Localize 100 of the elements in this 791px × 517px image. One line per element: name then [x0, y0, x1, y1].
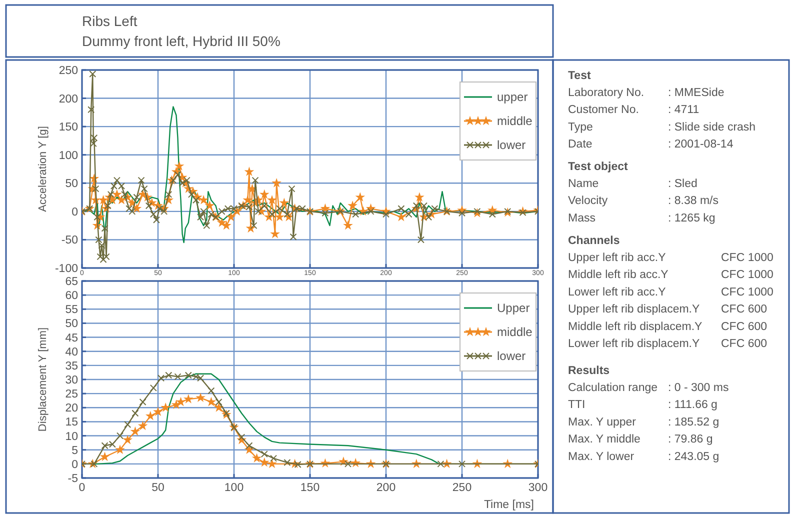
point	[132, 410, 139, 417]
text: : 243.05 g	[668, 450, 720, 463]
point	[284, 459, 291, 466]
chart-title: Ribs Left	[82, 13, 138, 29]
text: Mass	[568, 212, 596, 224]
y-tick-label: 25	[65, 388, 78, 401]
point	[145, 410, 156, 420]
y-tick-label: 65	[65, 276, 78, 288]
point	[208, 387, 215, 394]
point	[124, 421, 132, 428]
y-tick-label: -5	[68, 473, 78, 486]
point	[158, 374, 165, 382]
point	[130, 426, 140, 436]
text: Name	[568, 178, 599, 190]
point	[183, 394, 194, 404]
chart-subtitle: Dummy front left, Hybrid III 50%	[82, 33, 280, 49]
legend-label: lower	[497, 138, 526, 152]
y-tick-label: 35	[65, 360, 78, 372]
text: : MMESide	[668, 87, 724, 99]
text: Max. Y lower	[568, 450, 634, 463]
point	[206, 396, 216, 406]
x-tick-label: 300	[528, 482, 548, 494]
text: : 8.38 m/s	[668, 195, 719, 208]
text: : 2001-08-14	[668, 138, 734, 151]
point	[437, 460, 444, 468]
point	[267, 458, 277, 468]
y-tick-label: 100	[58, 150, 78, 162]
text: Velocity	[568, 195, 608, 208]
y-tick-label: 20	[65, 402, 78, 415]
text: : 0 - 300 ms	[668, 382, 729, 394]
text: CFC 600	[721, 304, 768, 316]
y-tick-label: 10	[65, 430, 78, 443]
legend-label: middle	[497, 325, 533, 340]
text: CFC 600	[721, 338, 768, 350]
y-axis-title: Displacement Y [mm]	[37, 327, 49, 432]
text: Lower left rib displacem.Y	[568, 338, 700, 350]
text: : 1265 kg	[668, 212, 716, 224]
text: CFC 1000	[721, 269, 774, 282]
point	[214, 402, 224, 412]
point	[90, 460, 98, 468]
y-tick-label: 45	[65, 332, 78, 344]
point	[260, 450, 268, 458]
point	[294, 460, 302, 468]
text: : Sled	[668, 178, 698, 190]
y-tick-label: 15	[65, 416, 78, 429]
point	[215, 398, 222, 406]
legend-label: middle	[497, 114, 533, 128]
y-tick-label: 0	[72, 206, 78, 218]
point	[458, 460, 466, 468]
point	[122, 434, 133, 444]
y-axis-title: Acceleration Y [g]	[37, 126, 49, 212]
text: Calculation range	[568, 382, 658, 394]
point	[115, 444, 125, 454]
y-tick-label: 200	[58, 93, 78, 106]
line-series	[82, 106, 538, 244]
y-tick-label: 50	[65, 318, 78, 330]
x-axis-title: Time [ms]	[484, 499, 534, 511]
point	[259, 457, 270, 467]
text: Test	[568, 70, 591, 82]
y-tick-label: 5	[72, 444, 78, 457]
text: Max. Y upper	[568, 416, 636, 428]
text: CFC 1000	[721, 252, 774, 264]
text: Test object	[568, 161, 628, 173]
point	[100, 452, 110, 462]
text: : 4711	[668, 104, 700, 116]
text: Max. Y middle	[568, 434, 640, 446]
y-tick-label: -100	[54, 263, 78, 276]
text: Type	[568, 121, 593, 134]
point	[116, 432, 124, 440]
x-tick-label: 250	[452, 482, 472, 494]
text: CFC 1000	[721, 286, 774, 298]
x-tick-label: 150	[300, 482, 320, 494]
x-tick-label: 200	[376, 482, 396, 494]
y-tick-label: 30	[65, 374, 78, 387]
y-tick-label: 40	[65, 346, 78, 358]
y-tick-label: 150	[58, 122, 78, 134]
point	[176, 396, 186, 406]
point	[174, 373, 182, 380]
point	[139, 398, 146, 406]
y-tick-label: 0	[72, 458, 78, 471]
point	[196, 392, 206, 402]
y-tick-label: 250	[58, 65, 78, 78]
legend-label: Upper	[497, 301, 530, 316]
y-tick-label: 60	[65, 290, 78, 302]
point	[160, 402, 171, 412]
point	[165, 372, 172, 379]
x-tick-label: 50	[152, 482, 164, 494]
legend-label: lower	[497, 349, 526, 364]
text: CFC 600	[721, 320, 768, 333]
text: Middle left rib displacem.Y	[568, 320, 703, 333]
point	[153, 406, 163, 416]
text: Channels	[568, 235, 620, 247]
text: : 79.86 g	[668, 434, 713, 446]
point	[252, 453, 262, 462]
text: Customer No.	[568, 104, 639, 116]
point	[138, 420, 148, 430]
y-tick-label: -50	[61, 234, 78, 247]
y-tick-label: 55	[65, 304, 78, 316]
point	[150, 384, 157, 392]
text: : 111.66 g	[668, 399, 718, 412]
